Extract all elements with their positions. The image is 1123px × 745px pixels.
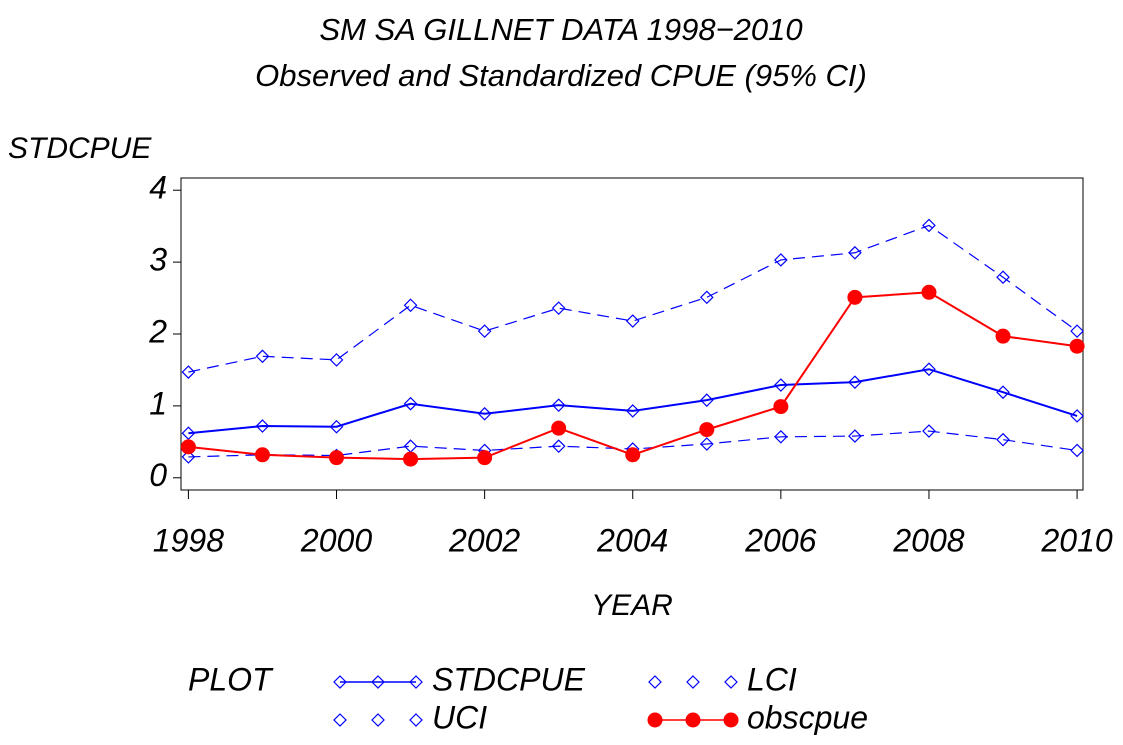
legend-marker [685, 712, 701, 728]
data-point [847, 289, 863, 305]
data-point [255, 419, 270, 433]
chart-title: SM SA GILLNET DATA 1998−2010 [319, 12, 802, 47]
data-point [329, 450, 345, 466]
data-point [181, 450, 196, 464]
data-point [848, 375, 862, 390]
x-tick-label: 2000 [300, 522, 372, 558]
data-point [625, 314, 640, 328]
y-tick-label: 0 [149, 457, 167, 493]
data-point [329, 419, 344, 434]
data-point [1070, 409, 1084, 423]
data-point [699, 422, 715, 438]
data-point [403, 396, 418, 411]
data-point [774, 378, 788, 392]
series-line [188, 291, 1078, 461]
legend-marker [648, 675, 662, 689]
x-tick-label: 2008 [892, 522, 964, 558]
data-point [774, 429, 788, 444]
data-point [848, 429, 862, 443]
legend-marker [333, 675, 347, 689]
data-point [625, 447, 641, 463]
data-point [551, 301, 566, 315]
data-point [773, 399, 789, 415]
data-point [996, 270, 1010, 285]
data-point [477, 324, 492, 338]
legend-marker [409, 675, 423, 689]
y-tick-label: 1 [149, 385, 167, 421]
legend-marker [723, 712, 739, 728]
legend-marker [647, 712, 663, 728]
legend-label: UCI [432, 699, 487, 735]
legend-marker [409, 713, 423, 727]
data-point [922, 424, 936, 438]
data-point [254, 447, 270, 463]
data-point [921, 284, 937, 300]
data-point [699, 437, 714, 451]
x-tick-label: 1998 [153, 522, 224, 558]
data-point [477, 450, 493, 466]
legend-label: STDCPUE [432, 661, 586, 697]
y-tick-label: 4 [149, 170, 167, 206]
data-point [181, 426, 196, 441]
data-point [625, 404, 640, 418]
x-tick-label: 2006 [744, 522, 816, 558]
data-point [255, 349, 270, 364]
y-tick-label: 2 [148, 313, 167, 349]
data-point [181, 365, 196, 379]
data-point [774, 253, 788, 267]
data-point [477, 406, 492, 421]
data-point [922, 362, 936, 377]
y-tick-label: 3 [149, 242, 167, 278]
legend-label: obscpue [747, 699, 868, 735]
x-tick-label: 2002 [448, 522, 520, 558]
data-point [699, 393, 714, 407]
data-point [1070, 324, 1084, 338]
data-point [922, 218, 936, 233]
x-axis-label: YEAR [591, 589, 673, 622]
data-point [329, 353, 344, 367]
series-line [188, 368, 1078, 435]
legend-marker [371, 675, 385, 689]
data-point [996, 385, 1010, 400]
data-point [551, 398, 566, 413]
data-point [551, 439, 566, 453]
legend-title: PLOT [188, 661, 274, 697]
data-point [996, 432, 1010, 447]
data-point [699, 290, 714, 305]
data-point [551, 420, 567, 436]
data-point [848, 245, 862, 260]
legend-marker [724, 675, 738, 689]
series-line [188, 224, 1078, 373]
chart-subtitle: Observed and Standardized CPUE (95% CI) [255, 58, 867, 93]
legend-label: LCI [747, 661, 797, 697]
legend-marker [686, 675, 700, 689]
x-tick-label: 2004 [596, 522, 668, 558]
data-point [403, 451, 419, 467]
legend-marker [371, 713, 385, 727]
data-point [180, 439, 196, 455]
y-axis-label: STDCPUE [8, 132, 152, 165]
data-point [995, 328, 1011, 344]
data-point [1070, 443, 1084, 458]
data-point [403, 298, 418, 313]
x-tick-label: 2010 [1040, 522, 1112, 558]
data-point [1069, 338, 1085, 354]
legend-marker [333, 713, 347, 727]
